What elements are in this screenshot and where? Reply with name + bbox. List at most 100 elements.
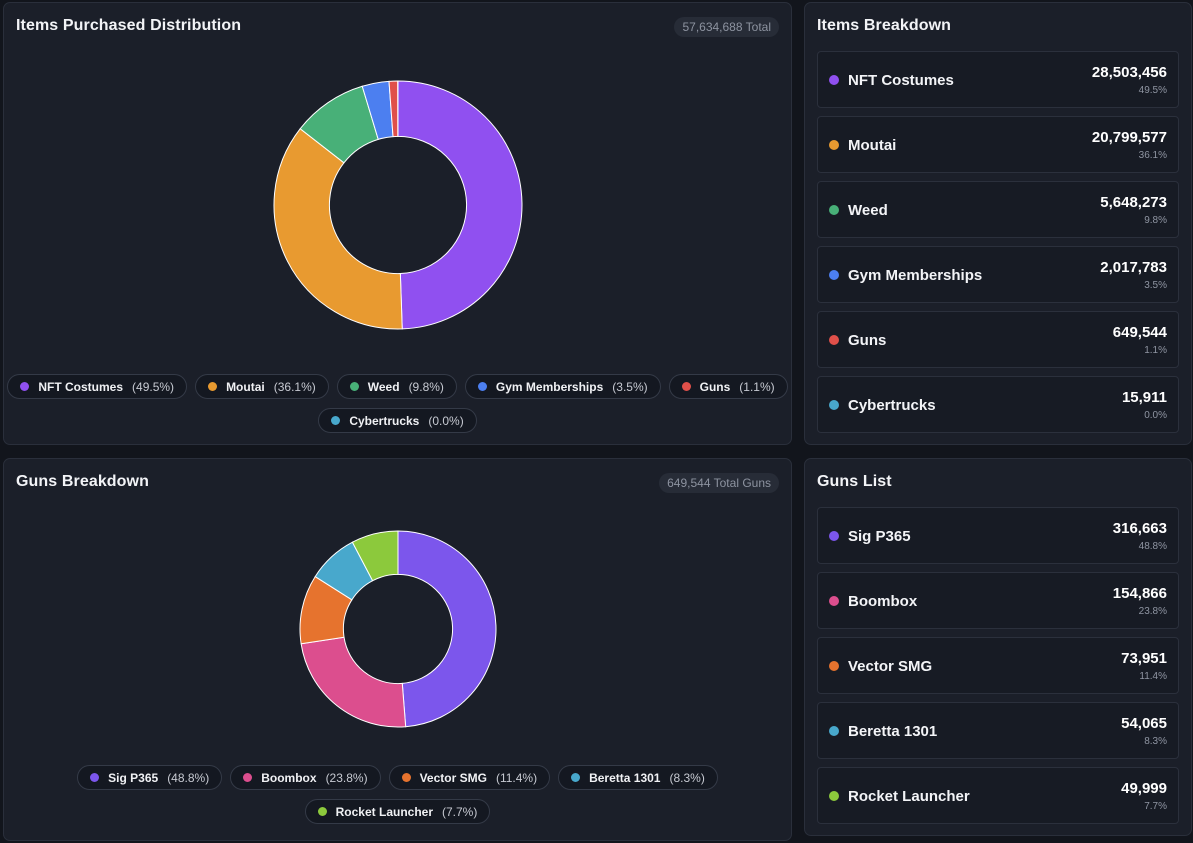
guns-total-number: 649,544 xyxy=(667,476,711,490)
items-distribution-panel: Items Purchased Distribution 57,634,688 … xyxy=(3,2,792,445)
guns-list-row-share: 7.7% xyxy=(1144,801,1167,812)
items-breakdown-row-value: 649,544 xyxy=(1112,324,1167,341)
guns-list-row-dot xyxy=(829,596,839,606)
guns-legend-dot xyxy=(243,773,253,782)
guns-list-row-dot xyxy=(829,531,839,541)
guns-list-row-value: 49,999 xyxy=(1121,780,1167,797)
guns-list-row[interactable]: Boombox 154,866 23.8% xyxy=(817,572,1179,629)
items-breakdown-row-share: 1.1% xyxy=(1144,345,1167,356)
items-breakdown-row[interactable]: Moutai 20,799,577 36.1% xyxy=(817,116,1179,173)
guns-list-row-name: Vector SMG xyxy=(848,658,933,675)
items-breakdown-row-dot xyxy=(829,335,839,345)
items-legend-label: Weed xyxy=(367,379,400,394)
items-breakdown-row-value: 20,799,577 xyxy=(1091,129,1167,146)
items-breakdown-row-share: 0.0% xyxy=(1144,410,1167,421)
items-breakdown-row-name: NFT Costumes xyxy=(848,72,954,89)
items-breakdown-row-dot xyxy=(829,270,839,280)
guns-list-row[interactable]: Rocket Launcher 49,999 7.7% xyxy=(817,767,1179,824)
items-legend-percent: (3.5%) xyxy=(612,379,648,394)
items-legend-dot xyxy=(681,382,691,391)
items-legend-label: NFT Costumes xyxy=(38,379,124,394)
guns-legend-chip[interactable]: Rocket Launcher (7.7%) xyxy=(304,799,491,824)
items-legend-dot xyxy=(208,382,218,391)
guns-legend-dot xyxy=(317,807,327,816)
items-legend-label: Guns xyxy=(699,379,731,394)
guns-list-row-share: 23.8% xyxy=(1138,606,1167,617)
guns-legend-percent: (23.8%) xyxy=(325,770,368,785)
items-legend-chip[interactable]: Weed (9.8%) xyxy=(336,374,457,399)
guns-list-row-dot xyxy=(829,661,839,671)
guns-legend-label: Rocket Launcher xyxy=(335,804,433,819)
items-legend-dot xyxy=(331,416,341,425)
guns-legend-chip[interactable]: Vector SMG (11.4%) xyxy=(388,765,551,790)
guns-slice-boombox[interactable] xyxy=(300,636,407,728)
items-donut-chart xyxy=(273,80,523,330)
items-legend-percent: (49.5%) xyxy=(132,379,175,394)
items-legend-chip[interactable]: Moutai (36.1%) xyxy=(195,374,329,399)
items-legend-chip[interactable]: Cybertrucks (0.0%) xyxy=(318,408,477,433)
items-breakdown-row-value: 15,911 xyxy=(1121,389,1167,406)
items-breakdown-row-share: 36.1% xyxy=(1138,150,1167,161)
items-legend-chip[interactable]: NFT Costumes (49.5%) xyxy=(7,374,188,399)
items-legend-chip[interactable]: Guns (1.1%) xyxy=(668,374,788,399)
items-legend-dot xyxy=(477,382,487,391)
guns-legend-percent: (11.4%) xyxy=(495,770,538,785)
items-breakdown-row[interactable]: Guns 649,544 1.1% xyxy=(817,311,1179,368)
guns-legend-chip[interactable]: Beretta 1301 (8.3%) xyxy=(558,765,718,790)
guns-list: Sig P365 316,663 48.8% Boombox 154,866 23.8% V… xyxy=(817,507,1179,832)
items-total-number: 57,634,688 xyxy=(682,20,743,34)
guns-breakdown-title: Guns Breakdown xyxy=(16,473,149,490)
items-breakdown-row[interactable]: Weed 5,648,273 9.8% xyxy=(817,181,1179,238)
items-breakdown-row[interactable]: Gym Memberships 2,017,783 3.5% xyxy=(817,246,1179,303)
guns-legend-dot xyxy=(401,773,411,782)
guns-list-row[interactable]: Vector SMG 73,951 11.4% xyxy=(817,637,1179,694)
items-legend: NFT Costumes (49.5%) Moutai (36.1%) Weed (9.8… xyxy=(4,374,791,433)
guns-list-row-name: Boombox xyxy=(848,593,918,610)
guns-list-row[interactable]: Sig P365 316,663 48.8% xyxy=(817,507,1179,564)
guns-list-row-dot xyxy=(829,726,839,736)
guns-slice-rocket-launcher[interactable] xyxy=(351,530,399,582)
items-legend-label: Gym Memberships xyxy=(495,379,604,394)
guns-list-title: Guns List xyxy=(817,473,892,490)
items-breakdown-row-share: 3.5% xyxy=(1144,280,1167,291)
guns-legend-label: Beretta 1301 xyxy=(589,770,661,785)
items-legend-dot xyxy=(20,382,30,391)
guns-list-row-value: 154,866 xyxy=(1112,585,1167,602)
guns-legend-label: Boombox xyxy=(261,770,317,785)
guns-legend-percent: (8.3%) xyxy=(669,770,705,785)
items-legend-label: Moutai xyxy=(226,379,265,394)
items-legend-percent: (1.1%) xyxy=(739,379,775,394)
items-legend-chip[interactable]: Gym Memberships (3.5%) xyxy=(464,374,661,399)
guns-legend-chip[interactable]: Sig P365 (48.8%) xyxy=(77,765,223,790)
items-legend-label: Cybertrucks xyxy=(349,413,420,428)
guns-list-row-share: 8.3% xyxy=(1144,736,1167,747)
items-breakdown-list: NFT Costumes 28,503,456 49.5% Moutai 20,799,… xyxy=(817,51,1179,441)
guns-list-row[interactable]: Beretta 1301 54,065 8.3% xyxy=(817,702,1179,759)
items-breakdown-row-dot xyxy=(829,75,839,85)
items-breakdown-row-share: 9.8% xyxy=(1144,215,1167,226)
items-breakdown-row[interactable]: Cybertrucks 15,911 0.0% xyxy=(817,376,1179,433)
guns-legend-dot xyxy=(90,773,100,782)
guns-list-row-value: 54,065 xyxy=(1121,715,1167,732)
guns-legend-percent: (48.8%) xyxy=(167,770,210,785)
guns-list-row-share: 11.4% xyxy=(1139,671,1167,682)
guns-list-panel: Guns List Sig P365 316,663 48.8% Boombox 154… xyxy=(804,458,1192,836)
items-breakdown-panel: Items Breakdown NFT Costumes 28,503,456 49… xyxy=(804,2,1192,445)
guns-breakdown-panel: Guns Breakdown 649,544 Total Guns Sig P3… xyxy=(3,458,792,841)
items-breakdown-row-share: 49.5% xyxy=(1138,85,1167,96)
guns-legend: Sig P365 (48.8%) Boombox (23.8%) Vector SMG (… xyxy=(4,765,791,824)
items-legend-percent: (0.0%) xyxy=(428,413,464,428)
guns-legend-chip[interactable]: Boombox (23.8%) xyxy=(230,765,381,790)
items-breakdown-row[interactable]: NFT Costumes 28,503,456 49.5% xyxy=(817,51,1179,108)
guns-slice-sig-p365[interactable] xyxy=(397,530,497,728)
items-breakdown-row-value: 28,503,456 xyxy=(1091,64,1167,81)
items-breakdown-row-name: Guns xyxy=(848,332,887,349)
items-breakdown-row-value: 5,648,273 xyxy=(1100,194,1167,211)
items-breakdown-row-name: Gym Memberships xyxy=(848,267,983,284)
items-slice-nft-costumes[interactable] xyxy=(397,80,523,330)
items-slice-moutai[interactable] xyxy=(273,128,403,330)
items-legend-percent: (36.1%) xyxy=(273,379,316,394)
items-breakdown-row-name: Cybertrucks xyxy=(848,397,936,414)
items-distribution-title: Items Purchased Distribution xyxy=(16,17,242,34)
items-breakdown-row-name: Weed xyxy=(848,202,888,219)
